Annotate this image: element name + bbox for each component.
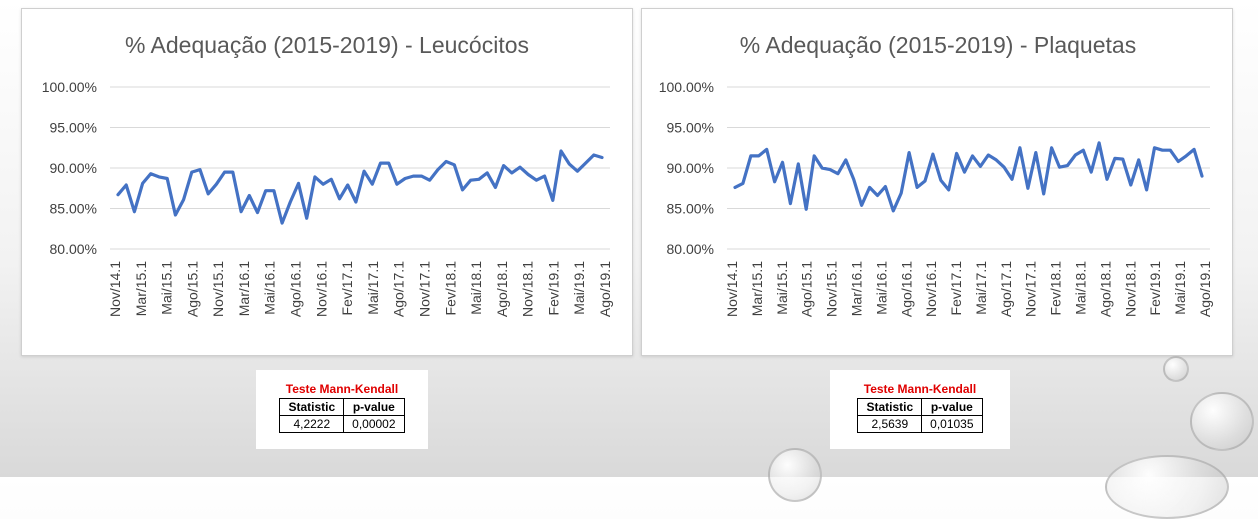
x-tick-label: Mai/15.1: [774, 261, 790, 315]
chart-panel-plaquetas: % Adequação (2015-2019) - Plaquetas 100.0…: [641, 8, 1233, 356]
x-tick-label: Nov/17.1: [1023, 261, 1039, 317]
x-tick-label: Mai/19.1: [571, 261, 587, 315]
water-drop-decoration: [1163, 356, 1189, 382]
x-tick-label: Nov/16.1: [313, 261, 329, 317]
table-row: 4,2222 0,00002: [279, 415, 405, 433]
x-tick-label: Mai/19.1: [1172, 261, 1188, 315]
x-tick-label: Fev/17.1: [948, 261, 964, 316]
x-tick-label: Ago/16.1: [898, 261, 914, 317]
x-tick-label: Fev/18.1: [442, 261, 458, 316]
x-tick-label: Fev/17.1: [339, 261, 355, 316]
x-tick-label: Nov/15.1: [210, 261, 226, 317]
x-tick-label: Nov/18.1: [520, 261, 536, 317]
chart-panel-leucocitos: % Adequação (2015-2019) - Leucócitos 100.…: [21, 8, 633, 356]
x-tick-label: Nov/15.1: [824, 261, 840, 317]
x-tick-label: Mai/18.1: [1073, 261, 1089, 315]
p-value-header: p-value: [343, 398, 405, 416]
chart-title: % Adequação (2015-2019) - Plaquetas: [740, 32, 1136, 58]
x-tick-label: Mar/15.1: [749, 261, 765, 316]
y-tick-label: 80.00%: [667, 241, 714, 257]
x-tick-label: Ago/18.1: [1097, 261, 1113, 317]
x-tick-label: Mar/15.1: [133, 261, 149, 316]
x-tick-label: Nov/14.1: [107, 261, 123, 317]
line-chart-leucocitos: % Adequação (2015-2019) - Leucócitos 100.…: [42, 32, 613, 317]
x-tick-label: Fev/18.1: [1048, 261, 1064, 316]
x-tick-label: Mai/16.1: [262, 261, 278, 315]
x-tick-label: Ago/16.1: [288, 261, 304, 317]
table-header-row: Statistic p-value: [279, 398, 405, 416]
y-tick-label: 95.00%: [667, 120, 714, 136]
x-tick-label: Nov/17.1: [417, 261, 433, 317]
statistic-value: 2,5639: [857, 415, 923, 433]
y-tick-label: 100.00%: [42, 79, 97, 95]
p-value-header: p-value: [921, 398, 983, 416]
mann-kendall-box-leucocitos: Teste Mann-Kendall Statistic p-value 4,2…: [256, 370, 428, 449]
mann-kendall-table: Statistic p-value 2,5639 0,01035: [857, 398, 983, 433]
statistic-header: Statistic: [857, 398, 923, 416]
statistic-header: Statistic: [279, 398, 345, 416]
y-tick-label: 90.00%: [667, 160, 714, 176]
x-tick-label: Ago/15.1: [184, 261, 200, 317]
x-tick-label: Nov/18.1: [1122, 261, 1138, 317]
x-tick-label: Fev/19.1: [545, 261, 561, 316]
statistic-value: 4,2222: [279, 415, 345, 433]
water-drop-decoration: [768, 448, 822, 502]
x-tick-label: Fev/19.1: [1147, 261, 1163, 316]
x-tick-label: Mar/16.1: [849, 261, 865, 316]
x-tick-label: Ago/19.1: [1197, 261, 1213, 317]
x-tick-label: Mai/16.1: [873, 261, 889, 315]
x-tick-label: Ago/15.1: [799, 261, 815, 317]
x-tick-label: Ago/17.1: [391, 261, 407, 317]
mann-kendall-title: Teste Mann-Kendall: [863, 382, 977, 396]
x-tick-label: Ago/18.1: [494, 261, 510, 317]
x-tick-label: Ago/17.1: [998, 261, 1014, 317]
y-tick-label: 95.00%: [50, 120, 97, 136]
table-row: 2,5639 0,01035: [857, 415, 983, 433]
x-tick-label: Mar/16.1: [236, 261, 252, 316]
x-tick-label: Mai/18.1: [468, 261, 484, 315]
x-tick-label: Mai/17.1: [365, 261, 381, 315]
mann-kendall-title: Teste Mann-Kendall: [285, 382, 399, 396]
mann-kendall-box-plaquetas: Teste Mann-Kendall Statistic p-value 2,5…: [830, 370, 1010, 449]
x-tick-label: Nov/14.1: [724, 261, 740, 317]
p-value-value: 0,01035: [921, 415, 983, 433]
slide: % Adequação (2015-2019) - Leucócitos 100.…: [21, 8, 1254, 519]
series-line: [116, 149, 604, 225]
y-tick-label: 85.00%: [50, 201, 97, 217]
mann-kendall-table: Statistic p-value 4,2222 0,00002: [279, 398, 405, 433]
chart-title: % Adequação (2015-2019) - Leucócitos: [125, 32, 529, 58]
x-tick-label: Mai/17.1: [973, 261, 989, 315]
water-drop-decoration: [1105, 455, 1229, 519]
y-tick-label: 90.00%: [50, 160, 97, 176]
table-header-row: Statistic p-value: [857, 398, 983, 416]
p-value-value: 0,00002: [343, 415, 405, 433]
x-tick-label: Mai/15.1: [159, 261, 175, 315]
y-tick-label: 80.00%: [50, 241, 97, 257]
series-line: [733, 141, 1204, 213]
y-tick-label: 85.00%: [667, 201, 714, 217]
water-drop-decoration: [1190, 392, 1254, 451]
x-tick-label: Nov/16.1: [923, 261, 939, 317]
y-tick-label: 100.00%: [659, 79, 714, 95]
line-chart-plaquetas: % Adequação (2015-2019) - Plaquetas 100.0…: [659, 32, 1213, 317]
x-tick-label: Ago/19.1: [597, 261, 613, 317]
